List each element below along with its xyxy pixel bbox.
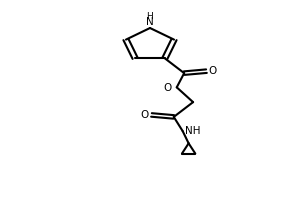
Text: H: H <box>147 12 153 21</box>
Text: O: O <box>163 83 171 93</box>
Text: O: O <box>209 66 217 76</box>
Text: N: N <box>146 17 154 27</box>
Text: NH: NH <box>185 126 201 136</box>
Text: O: O <box>141 110 149 120</box>
